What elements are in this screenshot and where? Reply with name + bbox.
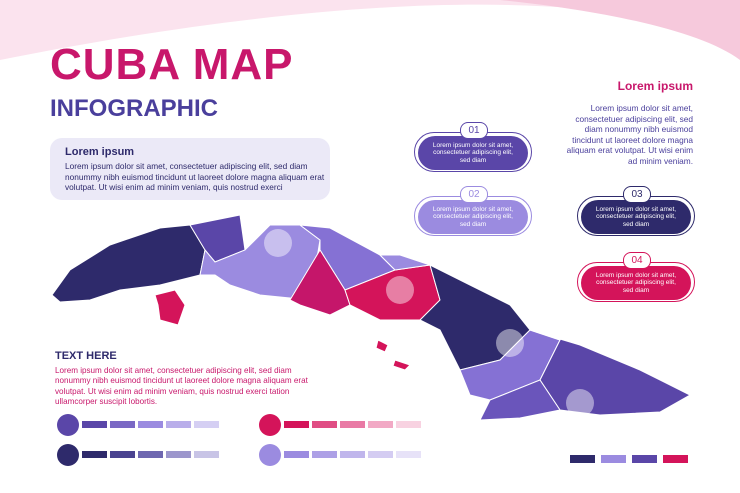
callout-number: 04	[623, 252, 651, 269]
callout-line: sed diam	[622, 220, 650, 228]
callout-line: Lorem ipsum dolor sit amet,	[432, 205, 514, 213]
callout-line: consectetuer adipiscing elit,	[596, 279, 676, 287]
text-line: tincidunt ut laoreet dolore magna	[572, 134, 693, 145]
legend-swatches	[570, 455, 688, 463]
text-line: volutpat. Ut wisi enim ad minim veniam, …	[55, 386, 290, 396]
bar	[368, 421, 393, 428]
callout-line: consectetuer adipiscing elit,	[433, 213, 513, 221]
text-line: Lorem ipsum dolor sit amet,	[590, 103, 693, 113]
island	[392, 359, 411, 371]
bar	[82, 421, 107, 428]
bar	[396, 451, 421, 458]
deco-arc	[500, 0, 740, 60]
bar	[312, 421, 337, 428]
text-line: nonummy nibh euismod tincidunt ut laoree…	[65, 171, 325, 182]
callout: Lorem ipsum dolor sit amet, consectetuer …	[581, 266, 691, 300]
bar	[194, 451, 219, 458]
callout: Lorem ipsum dolor sit amet, consectetuer …	[418, 200, 528, 234]
callout-number: 01	[460, 122, 488, 139]
avatar	[259, 444, 281, 466]
text-line: ad minim veniam.	[627, 155, 693, 166]
people-rows	[57, 414, 421, 466]
text-line: Lorem ipsum dolor sit amet, consectetuer…	[65, 161, 308, 171]
bar	[138, 451, 163, 458]
map-pins	[264, 229, 594, 417]
callout-line: consectetuer adipiscing elit,	[596, 213, 676, 221]
side-text: Lorem ipsum dolor sit amet, consectetuer …	[567, 103, 693, 166]
subtitle: INFOGRAPHIC	[50, 95, 218, 122]
bar	[284, 421, 309, 428]
callout-line: sed diam	[459, 156, 487, 164]
map	[51, 214, 692, 421]
avatar	[57, 444, 79, 466]
avatar	[259, 414, 281, 436]
region	[378, 254, 431, 271]
intro-heading: Lorem ipsum	[65, 146, 135, 158]
bar	[368, 451, 393, 458]
pin	[566, 389, 594, 417]
bar	[110, 451, 135, 458]
text-block-heading: TEXT HERE	[55, 350, 117, 362]
callout-line: consectetuer adipiscing elit,	[433, 149, 513, 157]
region	[51, 224, 206, 303]
title: CUBA MAP	[50, 40, 294, 89]
callout-number: 02	[460, 186, 488, 203]
intro-box	[50, 138, 330, 200]
callout: Lorem ipsum dolor sit amet, consectetuer …	[418, 136, 528, 170]
text-block-text: Lorem ipsum dolor sit amet, consectetuer…	[55, 366, 308, 408]
callout-line: sed diam	[622, 286, 650, 294]
callout: Lorem ipsum dolor sit amet, consectetuer …	[581, 200, 691, 234]
swatch	[570, 455, 595, 463]
text-line: aliquam erat volutpat. Ut wisi enim	[566, 145, 693, 155]
bar	[340, 421, 365, 428]
text-line: nonummy nibh euismod tincidunt ut laoree…	[55, 376, 308, 386]
text-line: Lorem ipsum dolor sit amet, consectetuer…	[55, 366, 292, 375]
callout-line: Lorem ipsum dolor sit amet,	[432, 141, 514, 149]
bar	[396, 421, 421, 428]
region	[529, 329, 692, 416]
text-line: diam nonummy nibh euismod	[584, 124, 693, 134]
swatch	[632, 455, 657, 463]
pin	[386, 276, 414, 304]
text-line: consectetuer adipiscing elit, sed	[575, 113, 693, 124]
side-heading: Lorem ipsum	[617, 79, 693, 93]
bar	[166, 451, 191, 458]
callout-line: Lorem ipsum dolor sit amet,	[595, 271, 677, 279]
text-line: ullamcorper suscipit lobortis.	[55, 397, 158, 407]
bar	[110, 421, 135, 428]
island	[375, 339, 389, 353]
bar	[284, 451, 309, 458]
callout-line: Lorem ipsum dolor sit amet,	[595, 205, 677, 213]
pin	[264, 229, 292, 257]
bar	[82, 451, 107, 458]
avatar	[57, 414, 79, 436]
region	[479, 379, 561, 421]
swatch	[663, 455, 688, 463]
bar	[138, 421, 163, 428]
bar	[166, 421, 191, 428]
bar	[340, 451, 365, 458]
pin	[496, 329, 524, 357]
text-line: volutpat. Ut wisi enim ad minim veniam, …	[65, 182, 283, 192]
callout-line: sed diam	[459, 220, 487, 228]
intro-text: Lorem ipsum dolor sit amet, consectetuer…	[65, 161, 324, 193]
swatch	[601, 455, 626, 463]
island	[154, 289, 186, 326]
callout-number: 03	[623, 186, 651, 203]
bar	[312, 451, 337, 458]
deco-arc	[0, 0, 740, 60]
bar	[194, 421, 219, 428]
